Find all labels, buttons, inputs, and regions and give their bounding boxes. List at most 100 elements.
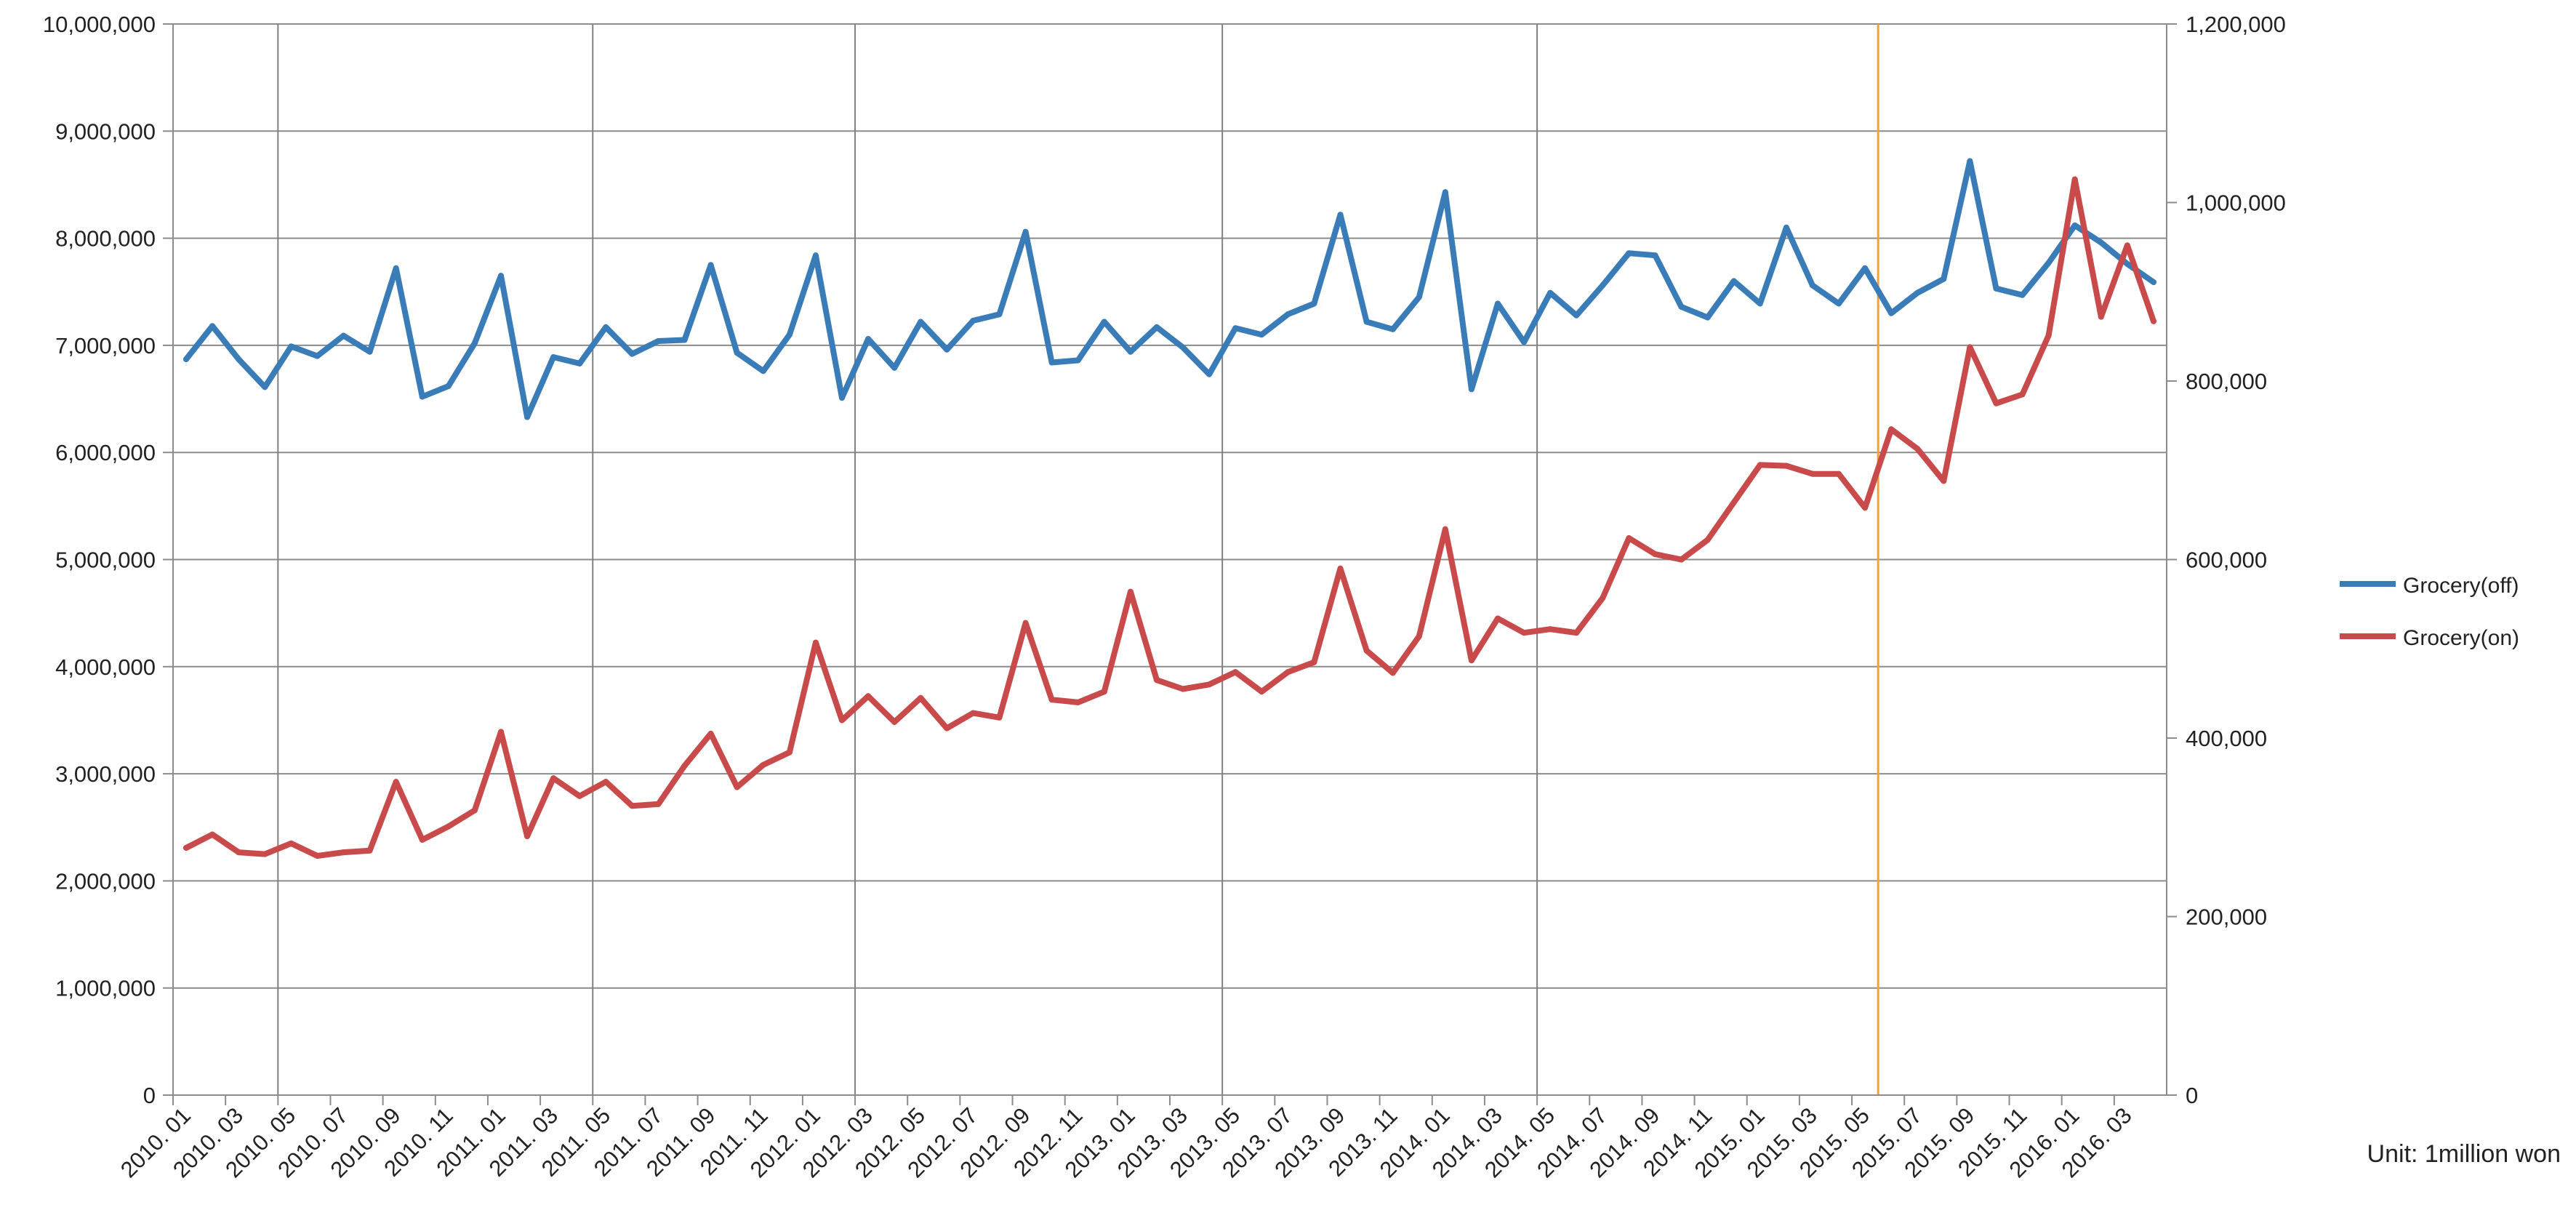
data-point-grocery-on [236,849,242,856]
data-point-grocery-off [1678,303,1685,310]
data-point-grocery-off [1836,300,1842,307]
data-point-grocery-off [1573,312,1580,318]
data-point-grocery-on [1993,400,1999,406]
data-point-grocery-on [1363,647,1370,654]
data-point-grocery-off [1363,318,1370,325]
left-axis-tick-label: 8,000,000 [55,226,156,252]
left-axis-tick-label: 0 [143,1083,156,1108]
data-point-grocery-off [445,382,452,389]
data-point-grocery-on [786,749,793,756]
right-axis-tick-labels: 0 200,000 400,000 600,000 800,000 1,000,000 1,… [2186,12,2286,1108]
data-point-grocery-on [497,729,504,735]
data-point-grocery-off [760,368,766,374]
data-point-grocery-off [2019,292,2026,298]
data-point-grocery-on [1416,633,1422,640]
data-point-grocery-off [236,356,242,363]
data-point-grocery-off [1652,252,1658,259]
data-point-grocery-on [393,779,399,785]
data-point-grocery-on [577,793,583,799]
data-point-grocery-off [629,350,635,357]
data-point-grocery-off [1888,310,1895,316]
data-point-grocery-off [2150,279,2156,285]
data-point-grocery-off [1127,348,1133,355]
data-point-grocery-on [288,840,294,846]
data-point-grocery-on [1075,699,1081,705]
data-point-grocery-on [996,714,1003,721]
data-point-grocery-on [2150,318,2156,324]
right-axis-tick-label: 800,000 [2186,369,2267,394]
data-point-grocery-on [1941,478,1947,484]
data-point-grocery-on [812,639,819,646]
data-point-grocery-on [445,823,452,830]
data-point-grocery-on [1259,689,1265,695]
data-point-grocery-on [183,844,190,851]
vertical-gridlines [277,24,1879,1095]
data-point-grocery-on [314,853,321,860]
left-axis-tick-label: 9,000,000 [55,119,156,144]
data-point-grocery-off [366,348,373,355]
data-point-grocery-on [2124,242,2130,249]
data-point-grocery-on [550,775,557,782]
data-point-grocery-on [1967,344,1973,350]
data-point-grocery-on [1127,588,1133,595]
data-point-grocery-on [1914,446,1921,452]
left-axis-tick-label: 5,000,000 [55,548,156,573]
data-point-grocery-off [1704,314,1711,321]
data-point-grocery-on [629,803,635,809]
left-axis-tick-label: 6,000,000 [55,440,156,465]
series-layer [183,158,2156,860]
data-point-grocery-off [393,265,399,271]
left-axis-tick-label: 4,000,000 [55,654,156,680]
data-point-grocery-off [262,384,268,390]
data-point-grocery-off [1730,278,1737,284]
data-point-grocery-off [1048,359,1055,366]
data-point-grocery-off [1914,289,1921,296]
data-point-grocery-on [1836,470,1842,477]
data-point-grocery-on [891,718,898,725]
data-point-grocery-off [1416,294,1422,300]
data-point-grocery-off [839,395,846,401]
data-point-grocery-off [1600,282,1606,289]
data-point-grocery-on [209,831,216,838]
data-point-grocery-on [1809,470,1815,477]
data-point-grocery-off [1259,332,1265,338]
data-point-grocery-on [471,807,478,814]
data-point-grocery-on [1783,462,1789,469]
data-point-grocery-off [1206,371,1213,377]
left-axis-tick-label: 3,000,000 [55,761,156,787]
data-point-grocery-off [1783,224,1789,231]
data-point-grocery-on [1573,630,1580,636]
data-point-grocery-off [1389,326,1396,332]
left-axis-tick-label: 10,000,000 [43,12,156,37]
data-point-grocery-on [970,710,976,716]
right-axis-tick-label: 0 [2186,1083,2198,1108]
data-point-grocery-off [1442,189,1448,196]
series-grocery-on [183,176,2156,860]
data-point-grocery-off [1153,324,1160,330]
data-point-grocery-on [1704,537,1711,543]
data-point-grocery-off [1494,300,1501,307]
data-point-grocery-on [419,836,425,843]
data-point-grocery-off [419,393,425,400]
data-point-grocery-off [1809,282,1815,289]
data-point-grocery-off [1285,311,1291,318]
right-axis-tick-label: 400,000 [2186,726,2267,751]
data-point-grocery-on [1862,505,1869,511]
data-point-grocery-on [1678,556,1685,563]
data-point-grocery-off [550,354,557,361]
data-point-grocery-off [2071,222,2078,228]
data-point-grocery-off [288,343,294,350]
data-point-grocery-off [1022,228,1029,235]
data-point-grocery-off [1101,318,1107,325]
data-point-grocery-on [1337,565,1344,572]
data-point-grocery-on [1285,669,1291,676]
data-point-grocery-off [786,332,793,338]
data-point-grocery-off [1468,386,1474,393]
data-point-grocery-on [1232,669,1239,676]
data-point-grocery-on [1547,626,1554,633]
data-point-grocery-on [2071,176,2078,183]
data-point-grocery-on [1730,499,1737,505]
unit-note: Unit: 1million won [2367,1140,2561,1168]
